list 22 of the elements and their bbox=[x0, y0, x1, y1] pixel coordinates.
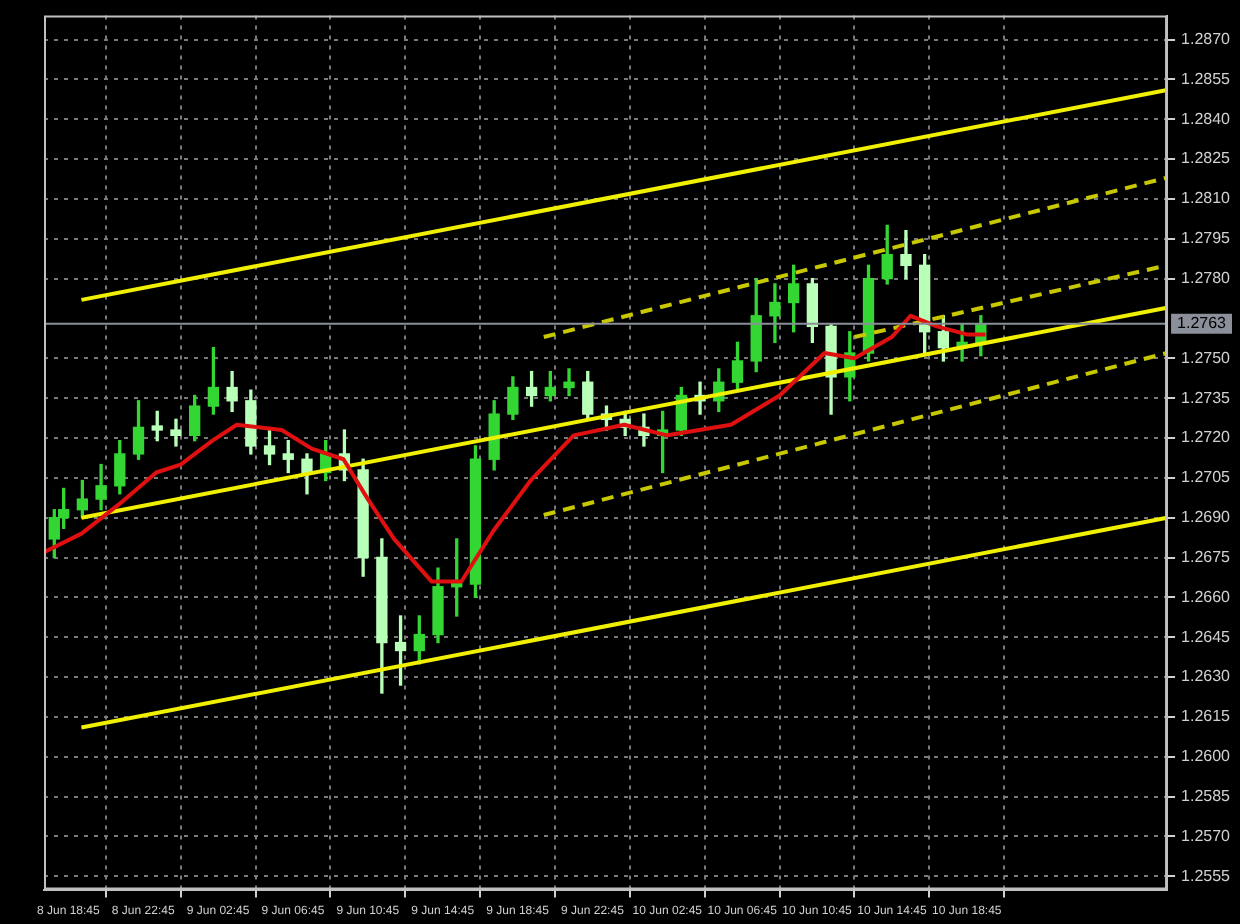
y-tick-label: 1.2585 bbox=[1181, 787, 1232, 806]
y-tick-label: 1.2735 bbox=[1181, 388, 1232, 407]
y-tick-label: 1.2690 bbox=[1181, 508, 1232, 527]
y-tick-label: 1.2675 bbox=[1181, 547, 1232, 566]
y-tick-label: 1.2780 bbox=[1181, 269, 1232, 287]
y-tick-label: 1.2825 bbox=[1181, 149, 1232, 168]
y-tick-label: 1.2795 bbox=[1181, 229, 1232, 248]
y-tick-label: 1.2555 bbox=[1181, 866, 1232, 885]
y-tick-label: 1.2750 bbox=[1181, 348, 1232, 367]
y-tick-label: 1.2615 bbox=[1181, 707, 1232, 726]
y-tick-label: 1.2840 bbox=[1181, 109, 1232, 128]
y-tick-label: 1.2645 bbox=[1181, 627, 1232, 646]
y-tick-label: 1.2600 bbox=[1181, 747, 1232, 766]
y-tick-label: 1.2855 bbox=[1181, 69, 1232, 88]
ref-line-label: 1.2763 bbox=[1177, 314, 1228, 333]
y-tick-label: 1.2630 bbox=[1181, 667, 1232, 686]
y-tick-label: 1.2810 bbox=[1181, 189, 1232, 208]
y-tick-label: 1.2870 bbox=[1181, 29, 1232, 48]
y-tick-label: 1.2660 bbox=[1181, 587, 1232, 606]
y-tick-label: 1.2705 bbox=[1181, 468, 1232, 487]
y-tick-label: 1.2570 bbox=[1181, 826, 1232, 845]
y-tick-label: 1.2720 bbox=[1181, 428, 1232, 447]
